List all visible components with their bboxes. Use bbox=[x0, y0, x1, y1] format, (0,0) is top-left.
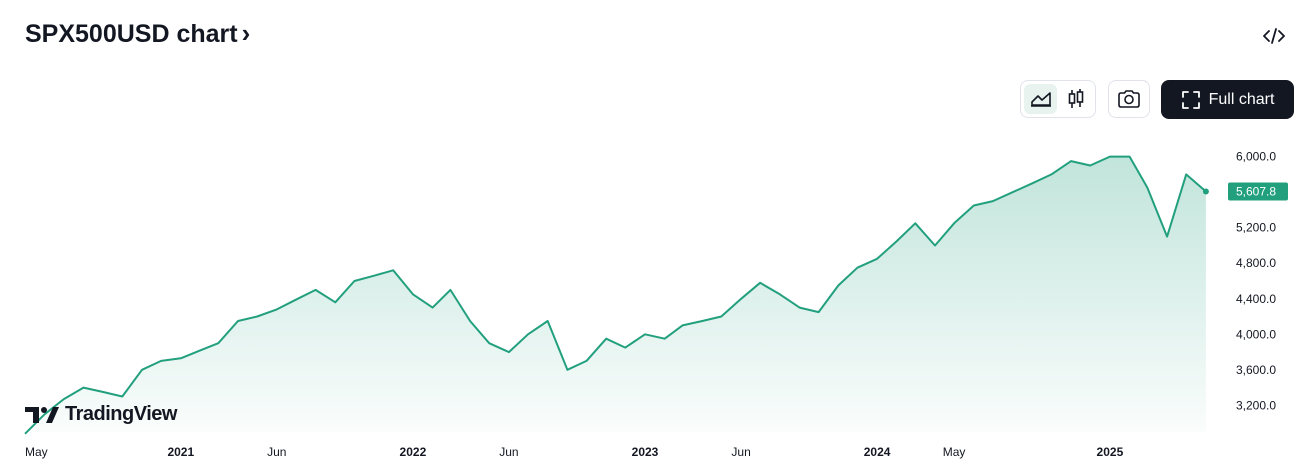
x-tick-label: Jun bbox=[731, 445, 750, 459]
price-point bbox=[1202, 188, 1209, 195]
y-tick-label: 4,800.0 bbox=[1236, 256, 1276, 270]
area-style-button[interactable] bbox=[1024, 84, 1057, 114]
chart-title-link[interactable]: SPX500USD chart › bbox=[25, 18, 251, 49]
fullscreen-icon bbox=[1181, 90, 1200, 109]
y-tick-label: 5,200.0 bbox=[1236, 221, 1276, 235]
tradingview-logo: TradingView bbox=[25, 403, 177, 426]
x-tick-label: 2024 bbox=[864, 445, 891, 459]
candlestick-icon bbox=[1068, 89, 1083, 108]
candles-style-button[interactable] bbox=[1059, 84, 1092, 114]
embed-code-button[interactable] bbox=[1259, 24, 1289, 48]
x-tick-label: May bbox=[25, 445, 48, 459]
price-area-fill bbox=[25, 156, 1206, 434]
chart-style-toggle bbox=[1020, 80, 1096, 118]
last-price-badge bbox=[1228, 182, 1288, 201]
area-chart-icon bbox=[1030, 92, 1051, 107]
y-tick-label: 4,000.0 bbox=[1236, 327, 1276, 341]
tradingview-logo-icon bbox=[25, 406, 59, 423]
x-tick-label: May bbox=[943, 445, 966, 459]
snapshot-button[interactable] bbox=[1108, 80, 1150, 118]
y-tick-label: 4,400.0 bbox=[1236, 292, 1276, 306]
camera-icon bbox=[1118, 90, 1140, 108]
price-line bbox=[24, 155, 1207, 435]
last-price-label: 5,607.8 bbox=[1236, 185, 1276, 199]
x-tick-label: 2022 bbox=[400, 445, 427, 459]
y-tick-label: 3,600.0 bbox=[1236, 363, 1276, 377]
page-title: SPX500USD chart bbox=[25, 20, 238, 48]
x-tick-label: 2025 bbox=[1097, 445, 1124, 459]
x-tick-label: Jun bbox=[267, 445, 286, 459]
code-icon bbox=[1263, 28, 1285, 44]
chevron-right-icon: › bbox=[241, 18, 251, 48]
y-tick-label: 6,000.0 bbox=[1236, 150, 1276, 164]
full-chart-button[interactable]: Full chart bbox=[1161, 80, 1294, 119]
x-tick-label: 2023 bbox=[632, 445, 659, 459]
y-tick-label: 3,200.0 bbox=[1236, 398, 1276, 412]
x-tick-label: 2021 bbox=[167, 445, 194, 459]
tradingview-logo-text: TradingView bbox=[65, 403, 177, 425]
full-chart-label: Full chart bbox=[1208, 90, 1275, 108]
x-tick-label: Jun bbox=[499, 445, 518, 459]
